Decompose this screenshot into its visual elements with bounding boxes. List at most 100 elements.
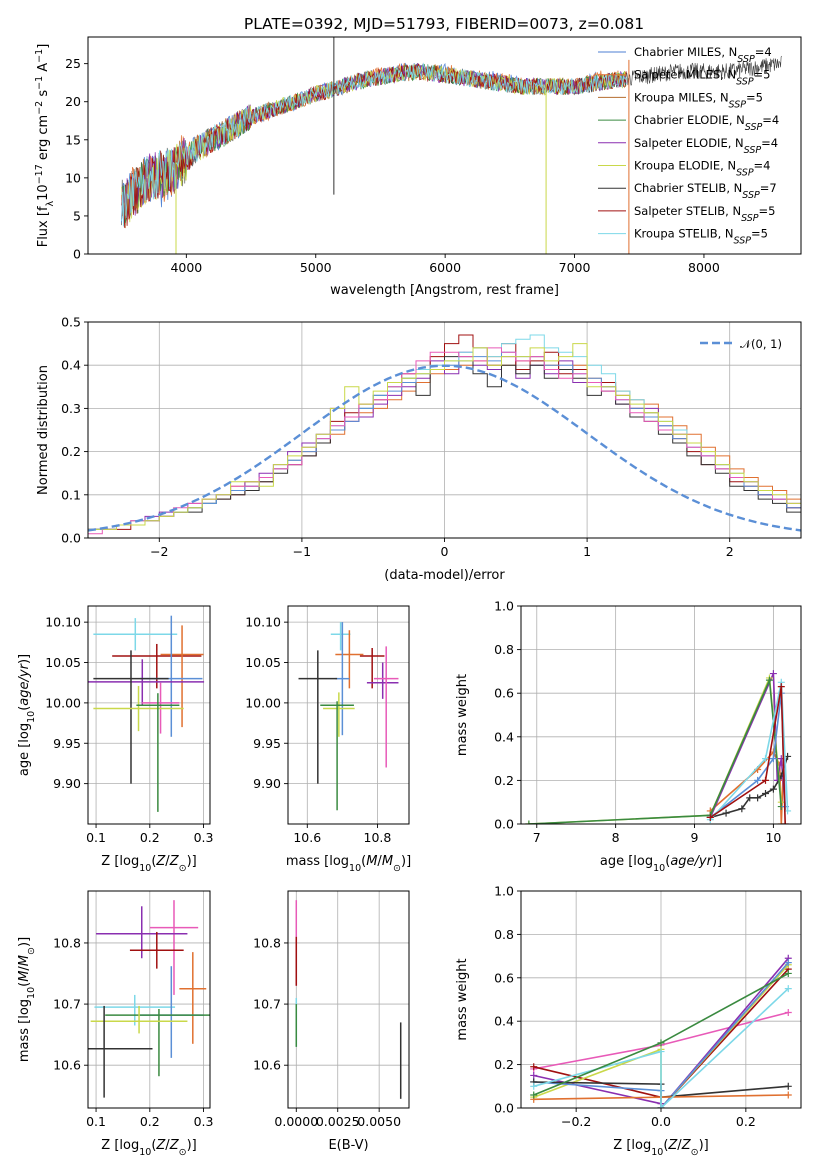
- legend-entry: Chabrier STELIB, NSSP=7: [634, 181, 777, 201]
- y-tick-label: 0.0: [494, 817, 514, 832]
- weight-series-line: [709, 686, 786, 824]
- x-tick-label: 8000: [688, 260, 720, 275]
- x-tick-label: 0.3: [194, 830, 214, 845]
- axes-frame: [87, 890, 211, 1109]
- axes-frame-group: 4000 5000 6000 7000 8000 0 5 10 15 20 25 Chabrier M…: [34, 36, 802, 298]
- panel-massE-x-label: E(B-V): [328, 1138, 368, 1153]
- y-tick-label: 0: [73, 247, 81, 262]
- y-tick-label: 0.6: [494, 970, 514, 985]
- y-tick-label: 10.10: [45, 615, 81, 630]
- weight-marker: [722, 809, 730, 817]
- y-tick-label: 0.8: [494, 642, 514, 657]
- panel-wZ-x-label: Z [log10(Z/Z⊙)]: [613, 1138, 708, 1158]
- y-tick-label: 9.90: [53, 776, 81, 791]
- y-tick-label: 0.4: [61, 358, 81, 373]
- x-tick-label: 0.2: [140, 1114, 160, 1129]
- weight-marker: [530, 1063, 538, 1071]
- axes-frame-group: 7 8 9 10 0.0 0.2 0.4 0.6 0.8 1.0 age [log10(age/yr…: [455, 599, 802, 874]
- legend-entry: Kroupa MILES, NSSP=5: [634, 90, 763, 110]
- y-tick-label: 0.1: [61, 487, 81, 502]
- panel-wZ-y-label: mass weight: [455, 958, 470, 1040]
- x-tick-label: 8: [612, 830, 620, 845]
- axes-frame: [287, 605, 410, 825]
- x-tick-label: 0: [441, 544, 449, 559]
- residual-histogram: [88, 343, 801, 538]
- weight-vs-metallicity-panel: −0.2 0.0 0.2 0.0 0.2 0.4 0.6 0.8 1.0 Z [log10(Z/Z…: [455, 884, 802, 1158]
- gaussian-reference-curve: [88, 364, 801, 532]
- legend-entry: 𝒩(0, 1): [740, 337, 782, 351]
- legend-entry: Salpeter ELODIE, NSSP=4: [634, 136, 778, 156]
- y-tick-label: 15: [65, 132, 81, 147]
- y-tick-label: 0.2: [494, 773, 514, 788]
- legend-entry: Kroupa STELIB, NSSP=5: [634, 227, 768, 247]
- spectrum-legend: Chabrier MILES, NSSP=4 Salpeter MILES, NS…: [598, 45, 779, 246]
- panel-massZ-y-label: mass [log10(M/M⊙)]: [17, 937, 37, 1062]
- y-tick-label: 10.8: [53, 935, 81, 950]
- x-tick-label: 0.0: [651, 1114, 671, 1129]
- y-tick-label: 0.0: [61, 531, 81, 546]
- weight-marker: [762, 755, 770, 763]
- y-tick-label: 9.95: [53, 736, 81, 751]
- spectrum-panel: 4000 5000 6000 7000 8000 0 5 10 15 20 25 Chabrier M…: [34, 36, 802, 298]
- age-vs-mass-panel: 10.6 10.8 9.90 9.95 10.00 10.05 10.10 mass [log…: [245, 605, 411, 874]
- x-tick-label: 0.1: [86, 1114, 106, 1129]
- x-tick-label: 0.0050: [357, 1114, 401, 1129]
- panel-wAge-x-label: age [log10(age/yr)]: [600, 854, 722, 874]
- plot-area: [298, 622, 399, 811]
- weight-marker: [706, 813, 714, 821]
- y-tick-label: 0.2: [61, 444, 81, 459]
- plot-area: [121, 37, 782, 254]
- age-vs-metallicity-panel: 0.1 0.2 0.3 9.90 9.95 10.00 10.05 10.10 Z [log10…: [17, 605, 214, 874]
- panel-ageM-x-label: mass [log10(M/M⊙)]: [286, 854, 411, 874]
- y-tick-label: 10.05: [45, 655, 81, 670]
- panel-ageZ-y-label: age [log10(age/yr)]: [17, 654, 37, 776]
- y-tick-label: 9.90: [253, 776, 281, 791]
- spectrum-y-label: Flux [fλ10−17 erg cm−2 s−1 A−1]: [34, 44, 56, 248]
- y-tick-label: 0.8: [494, 927, 514, 942]
- spectrum-x-label: wavelength [Angstrom, rest frame]: [330, 283, 559, 298]
- weight-marker: [784, 959, 792, 967]
- y-tick-label: 10.10: [245, 615, 281, 630]
- legend-entry: Kroupa ELODIE, NSSP=4: [634, 159, 771, 179]
- x-tick-label: 7: [533, 830, 541, 845]
- weight-marker: [784, 1082, 792, 1090]
- x-tick-label: 0.2: [140, 830, 160, 845]
- x-tick-label: −0.2: [561, 1114, 591, 1129]
- plot-area: [295, 900, 402, 1099]
- y-tick-label: 0.3: [61, 401, 81, 416]
- weight-marker: [657, 1104, 665, 1108]
- weight-vs-age-panel: 7 8 9 10 0.0 0.2 0.4 0.6 0.8 1.0 age [log10(age/yr…: [455, 599, 802, 874]
- x-tick-label: 6000: [429, 260, 461, 275]
- legend-entry: Chabrier MILES, NSSP=4: [634, 45, 772, 65]
- y-tick-label: 0.6: [494, 686, 514, 701]
- weight-marker: [765, 676, 773, 684]
- residuals-panel: −2 −1 0 1 2 0.0 0.1 0.2 0.3 0.4 0.5 𝒩(0, 1) (data-mo…: [36, 315, 802, 583]
- plot-area: [530, 954, 792, 1108]
- weight-marker: [657, 1039, 665, 1047]
- y-tick-label: 10.05: [245, 655, 281, 670]
- y-tick-label: 5: [73, 208, 81, 223]
- weight-marker: [777, 683, 785, 691]
- y-tick-label: 10.6: [253, 1058, 281, 1073]
- x-tick-label: 10.6: [293, 830, 321, 845]
- weight-marker: [784, 969, 792, 977]
- y-tick-label: 10.00: [245, 695, 281, 710]
- weight-marker: [530, 1091, 538, 1099]
- weight-marker: [754, 794, 762, 802]
- spectrum-series-line: [121, 62, 627, 227]
- legend-entry: Salpeter STELIB, NSSP=5: [634, 204, 775, 224]
- plot-area: [88, 900, 210, 1098]
- weight-marker: [754, 776, 762, 784]
- x-tick-label: −1: [293, 544, 311, 559]
- y-tick-label: 1.0: [494, 884, 514, 899]
- x-tick-label: 1: [583, 544, 591, 559]
- y-tick-label: 10.7: [253, 997, 281, 1012]
- weight-marker: [777, 820, 785, 824]
- axes-frame: [87, 605, 211, 825]
- y-tick-label: 10.8: [253, 935, 281, 950]
- x-tick-label: 0.0000: [274, 1114, 318, 1129]
- weight-marker: [762, 789, 770, 797]
- x-tick-label: −2: [150, 544, 168, 559]
